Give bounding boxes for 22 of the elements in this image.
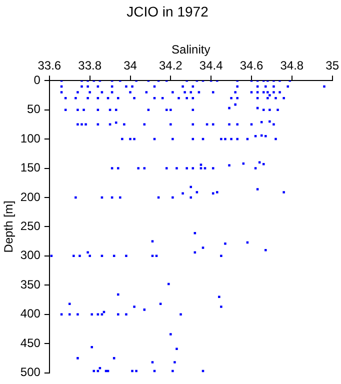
x-tick-label: 34 <box>124 58 138 73</box>
x-tick-label: 35 <box>326 58 340 73</box>
x-tick-label: 33.8 <box>78 58 102 73</box>
y-tick-label: 500 <box>20 365 41 380</box>
y-tick-label: 300 <box>20 248 41 262</box>
x-axis-title: Salinity <box>172 42 210 56</box>
y-tick-label: 250 <box>20 219 41 234</box>
y-tick-label: 450 <box>20 336 41 350</box>
x-tick-label: 34.6 <box>240 58 264 73</box>
y-tick-label: 350 <box>20 277 41 292</box>
x-tick-label: 33.6 <box>38 58 62 73</box>
x-tick-label: 34.2 <box>158 58 183 73</box>
y-tick-label: 100 <box>20 131 41 146</box>
x-tick-label: 34.4 <box>199 58 224 73</box>
x-tick-label: 34.8 <box>280 58 304 73</box>
y-tick-label: 150 <box>20 160 41 175</box>
y-tick-label: 0 <box>34 72 41 87</box>
y-tick-label: 50 <box>27 102 41 116</box>
y-tick-label: 400 <box>20 306 41 321</box>
chart-title: JCIO in 1972 <box>126 3 209 20</box>
y-tick-label: 200 <box>20 190 41 204</box>
y-axis-title: Depth [m] <box>2 200 16 253</box>
